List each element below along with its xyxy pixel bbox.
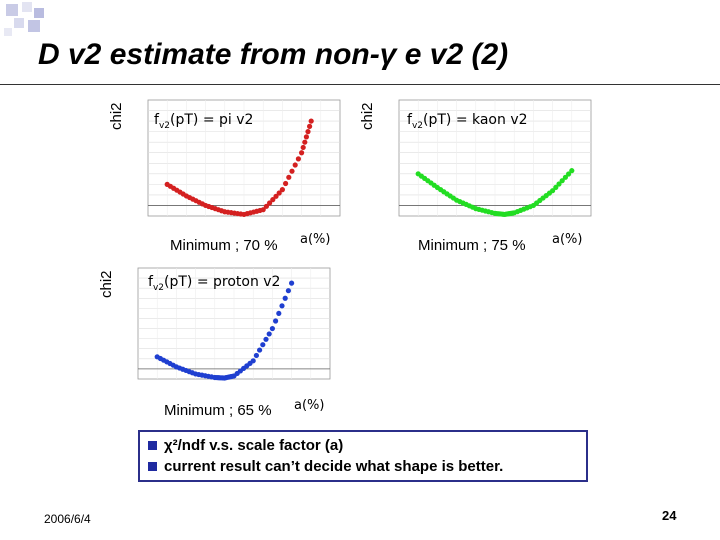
- plot-ylabel: chi2: [98, 270, 115, 298]
- data-point: [260, 207, 266, 213]
- note-text: current result can’t decide what shape i…: [164, 458, 504, 475]
- data-point: [270, 197, 276, 203]
- slide-title: D v2 estimate from non-γ e v2 (2): [38, 38, 509, 71]
- data-point: [279, 303, 285, 309]
- plot-ylabel: chi2: [359, 102, 376, 130]
- data-point: [269, 325, 275, 332]
- data-point: [556, 181, 562, 187]
- chi2-plot-pi: [147, 99, 341, 218]
- data-point: [562, 174, 568, 180]
- page-number: 24: [662, 508, 677, 523]
- data-point: [283, 180, 289, 187]
- notes-box: χ²/ndf v.s. scale factor (a) current res…: [138, 430, 588, 482]
- note-text: χ²/ndf v.s. scale factor (a): [164, 437, 344, 454]
- bullet-square-icon: [148, 441, 157, 450]
- footer-date: 2006/6/4: [44, 512, 91, 526]
- plot-formula: fv2(pT) = pi v2: [154, 112, 254, 131]
- data-point: [260, 342, 266, 348]
- data-point: [299, 150, 305, 156]
- data-point: [273, 318, 279, 324]
- data-point: [295, 156, 301, 162]
- data-point: [282, 295, 288, 301]
- note-item: current result can’t decide what shape i…: [148, 456, 578, 477]
- plot-formula: fv2(pT) = proton v2: [148, 274, 281, 293]
- data-point: [263, 336, 269, 342]
- chi2-plot-proton: [137, 267, 331, 381]
- plot-panel-kaon: chi2 fv2(pT) = kaon v2: [355, 90, 595, 250]
- data-point: [569, 168, 575, 174]
- minimum-label-pi: Minimum ; 70 %: [170, 237, 278, 254]
- data-point: [308, 118, 314, 124]
- data-point: [566, 171, 572, 177]
- data-point: [550, 188, 556, 194]
- x-axis-label: a(%): [300, 232, 331, 247]
- data-point: [250, 358, 256, 364]
- data-point: [253, 352, 259, 359]
- title-divider: [0, 84, 720, 85]
- data-point: [276, 190, 282, 196]
- data-point: [279, 187, 285, 193]
- data-point: [267, 200, 273, 206]
- chi2-plot-kaon: [398, 99, 592, 218]
- plot-panel-proton: chi2 fv2(pT) = proton v2: [96, 258, 336, 408]
- data-point: [305, 129, 311, 135]
- data-point: [302, 139, 308, 145]
- x-axis-label: a(%): [294, 398, 325, 413]
- plot-ylabel: chi2: [108, 102, 125, 130]
- plot-formula: fv2(pT) = kaon v2: [407, 112, 528, 131]
- data-point: [286, 174, 292, 180]
- minimum-label-kaon: Minimum ; 75 %: [418, 237, 526, 254]
- data-point: [273, 193, 279, 199]
- data-point: [292, 162, 298, 168]
- bullet-square-icon: [148, 462, 157, 471]
- data-point: [300, 144, 306, 151]
- plot-panel-pi: chi2 fv2(pT) = pi v2: [108, 90, 348, 250]
- data-point: [559, 178, 565, 184]
- data-point: [285, 288, 291, 294]
- data-point: [263, 203, 269, 209]
- data-point: [289, 168, 295, 174]
- minimum-label-proton: Minimum ; 65 %: [164, 402, 272, 419]
- data-point: [307, 123, 313, 129]
- x-axis-label: a(%): [552, 232, 583, 247]
- data-point: [303, 134, 309, 140]
- data-point: [289, 280, 295, 286]
- data-point: [266, 331, 272, 337]
- note-item: χ²/ndf v.s. scale factor (a): [148, 435, 578, 456]
- data-point: [276, 310, 282, 317]
- data-point: [553, 184, 559, 190]
- corner-decoration: [0, 0, 60, 40]
- data-point: [257, 347, 263, 353]
